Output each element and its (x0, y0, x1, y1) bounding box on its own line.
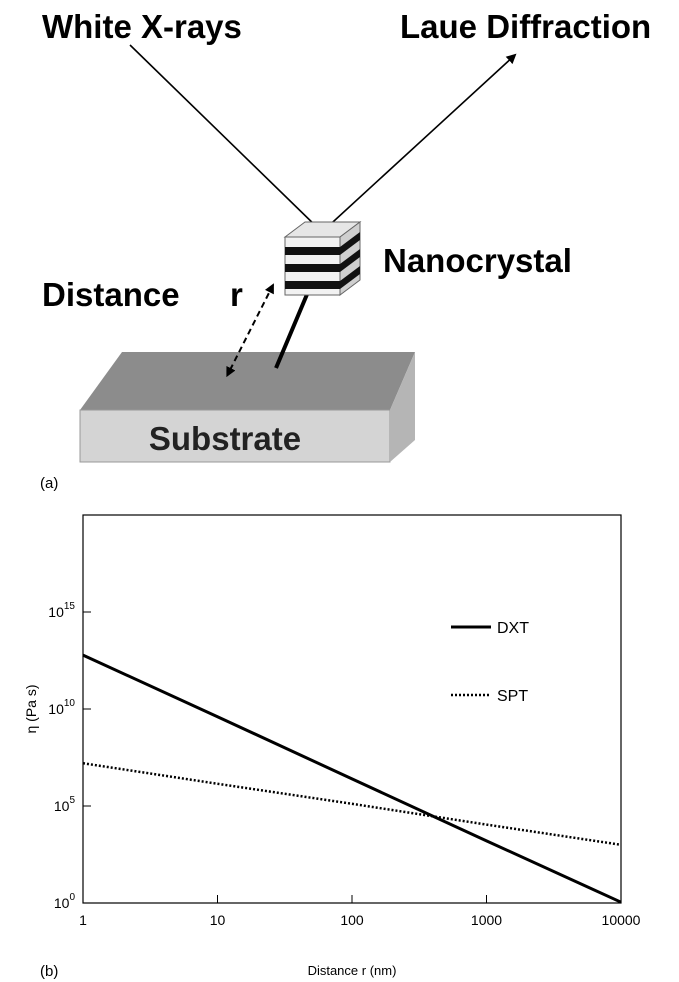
y-axis-label: η (Pa s) (23, 684, 39, 733)
distance-label: Distance (42, 276, 180, 313)
incident-label: White X-rays (42, 8, 242, 45)
panel-label: (a) (40, 475, 58, 492)
x-tick-label: 100 (340, 912, 364, 928)
x-axis-label: Distance r (nm) (308, 963, 397, 978)
x-tick-label: 10000 (602, 912, 641, 928)
diffraction-label: Laue Diffraction (400, 8, 651, 45)
x-tick-label: 1000 (471, 912, 502, 928)
figure: White X-rays Laue Diffraction Substrate … (0, 0, 679, 982)
incident-ray (130, 45, 322, 232)
crystal-label: Nanocrystal (383, 242, 572, 279)
distance-symbol: r (230, 276, 243, 313)
y-tick-label: 1010 (48, 698, 75, 717)
x-tick-label: 10 (210, 912, 226, 928)
chart: (b) Distance r (nm) η (Pa s) 1 10 100 1000 1… (23, 515, 641, 980)
y-tick-label: 100 (54, 892, 76, 911)
plot-frame (83, 515, 621, 903)
diffracted-ray (322, 55, 515, 232)
panel-label: (b) (40, 963, 58, 980)
legend-label: SPT (497, 688, 528, 705)
y-tick-label: 1015 (48, 601, 75, 620)
data-line (83, 763, 621, 845)
y-tick-label: 105 (54, 795, 76, 814)
legend-label: DXT (497, 620, 529, 637)
x-tick-label: 1 (79, 912, 87, 928)
substrate-label: Substrate (149, 420, 301, 457)
diagram: White X-rays Laue Diffraction Substrate … (40, 8, 651, 492)
substrate-top (80, 352, 415, 410)
data-line (83, 655, 621, 902)
